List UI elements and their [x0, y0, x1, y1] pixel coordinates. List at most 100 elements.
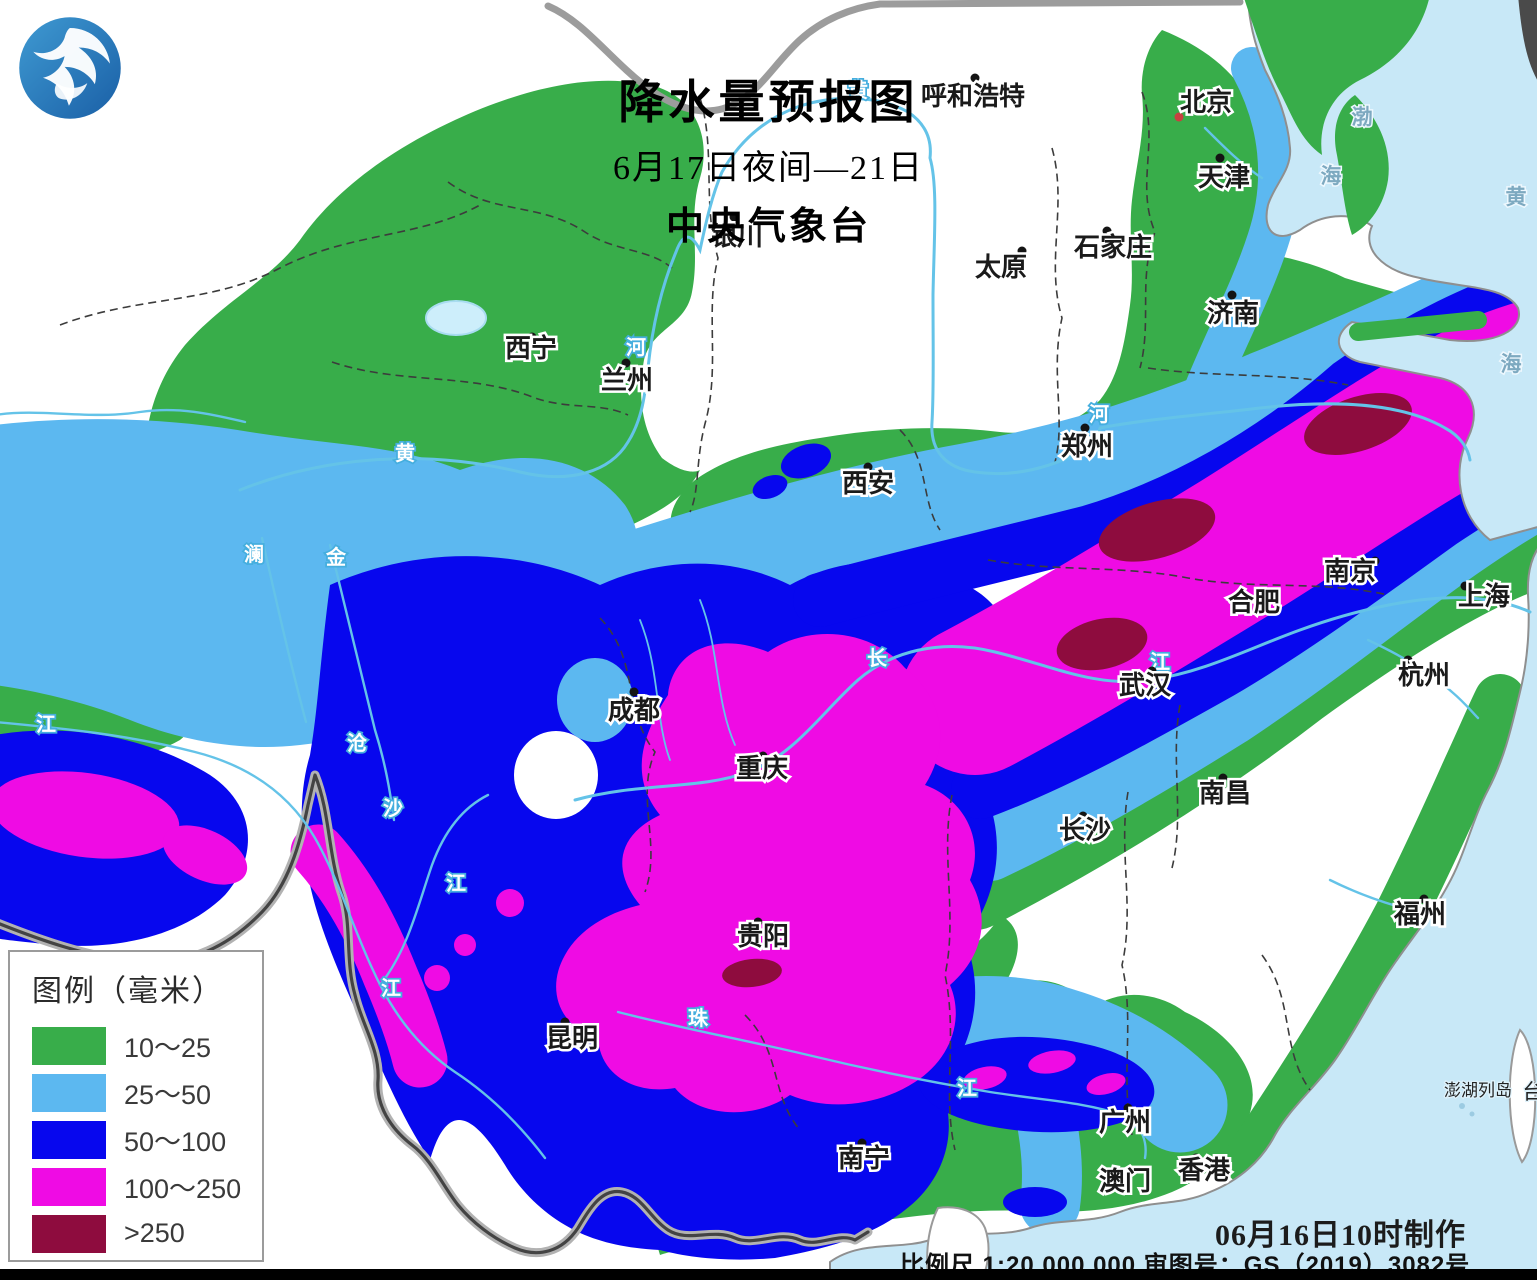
legend-label: 50～100 [124, 1127, 227, 1157]
city-西宁: 西宁 [502, 331, 559, 366]
legend-row-3: 100～250 [32, 1163, 262, 1210]
city-label: 北京 [1180, 87, 1232, 117]
city-label: 上海 [1458, 581, 1510, 611]
island-label: 澎湖列岛 [1444, 1081, 1512, 1100]
legend-swatch [32, 1167, 106, 1206]
cma-logo-icon [19, 17, 121, 119]
rain-region-darkred-gt250 [722, 393, 1412, 988]
city-呼和浩特: 呼和浩特 [918, 73, 1028, 114]
legend-row-2: 50～100 [32, 1116, 262, 1163]
legend-row-0: 10～25 [32, 1022, 262, 1069]
city-label: 昆明 [546, 1023, 598, 1053]
shandong-spine [1349, 311, 1487, 341]
city-上海: 上海 [1455, 579, 1512, 614]
city-dot [1218, 773, 1228, 783]
city-杭州: 杭州 [1395, 655, 1453, 693]
city-长沙: 长沙 [1056, 811, 1114, 848]
legend-swatch [32, 1214, 106, 1253]
sea-label: 黄 [1506, 186, 1527, 209]
legend-label: >250 [124, 1218, 185, 1248]
legend-items: 10～25 25～50 50～100 100～250 >250 [32, 1022, 262, 1257]
river-label: 江 [957, 1077, 977, 1100]
city-label: 武汉 [1119, 670, 1172, 700]
city-dot [560, 1017, 570, 1027]
city-label: 杭州 [1398, 660, 1450, 690]
legend-row-4: >250 [32, 1210, 262, 1257]
city-福州: 福州 [1390, 894, 1449, 932]
city-太原: 太原 [972, 246, 1030, 285]
legend-row-1: 25～50 [32, 1069, 262, 1116]
city-天津: 天津 [1195, 153, 1253, 195]
city-dot [1191, 1153, 1201, 1163]
legend-label: 100～250 [124, 1174, 242, 1204]
pearl-river [616, 1010, 1147, 1160]
city-北京: 北京 [1174, 85, 1235, 122]
city-石家庄: 石家庄 [1070, 226, 1155, 265]
city-dot [758, 751, 768, 761]
sea-label: 海 [1501, 352, 1522, 376]
city-南京: 南京 [1321, 554, 1380, 589]
legend-box: 图例（毫米） 10～25 25～50 50～100 100～250 >250 [8, 950, 264, 1262]
city-兰州: 兰州 [598, 358, 656, 398]
city-label: 贵阳 [737, 921, 789, 951]
city-dot [753, 917, 763, 927]
bottom-black-bar [0, 1269, 1537, 1280]
city-dot [1460, 581, 1470, 591]
city-label: 南京 [1324, 556, 1376, 586]
river-label: 江 [446, 872, 466, 895]
liaoning-land [1244, 0, 1429, 155]
river-label: 沙 [383, 797, 403, 820]
city-澳门: 澳门 [1096, 1164, 1153, 1199]
sea-label: 渤 [1352, 106, 1373, 129]
river-label: 沧 [347, 731, 367, 755]
liaodong-peninsula [1334, 95, 1389, 235]
city-银川: 银川 [708, 212, 766, 254]
city-label: 银川 [711, 221, 763, 251]
city-dot [1215, 153, 1225, 163]
river-label: 江 [381, 977, 401, 1000]
legend-label: 25～50 [124, 1080, 212, 1110]
islands [926, 0, 1537, 1280]
river-label: 黄 [848, 78, 868, 102]
legend-swatch [32, 1026, 106, 1065]
rivers [0, 96, 1532, 1160]
sw-border-core [0, 773, 870, 1255]
yellow-river [238, 96, 1472, 492]
city-label: 南宁 [838, 1143, 890, 1173]
city-dot [1403, 655, 1413, 665]
city-label: 合肥 [1228, 587, 1280, 617]
province-borders [59, 91, 1389, 1151]
city-label: 兰州 [601, 365, 653, 395]
city-dot [1370, 556, 1380, 566]
city-dot [1102, 226, 1112, 236]
city-label: 长沙 [1059, 815, 1111, 845]
city-label: 南昌 [1199, 778, 1251, 808]
city-dot [629, 687, 639, 697]
city-label: 太原 [975, 252, 1027, 282]
city-西安: 西安 [839, 462, 897, 501]
island-label: 台 [1523, 1081, 1537, 1104]
city-dot [1227, 290, 1237, 300]
leizhou-hainan [926, 1206, 990, 1280]
city-dot [621, 358, 631, 368]
sea-label: 海 [1321, 164, 1342, 188]
north-border [544, 0, 1244, 115]
city-dot [1123, 1103, 1133, 1113]
city-成都: 成都 [605, 687, 663, 728]
city-昆明: 昆明 [543, 1017, 601, 1056]
city-label: 澳门 [1099, 1166, 1151, 1196]
cma-logo [16, 14, 124, 122]
city-dot [1080, 423, 1090, 433]
legend-label: 10～25 [124, 1033, 212, 1063]
city-label: 福州 [1393, 899, 1446, 929]
city-dot [863, 462, 873, 472]
city-济南: 济南 [1204, 290, 1262, 331]
city-贵阳: 贵阳 [734, 917, 792, 954]
legend-swatch [32, 1073, 106, 1112]
city-label: 石家庄 [1073, 232, 1152, 262]
river-label: 河 [626, 336, 646, 359]
city-dot [729, 212, 739, 222]
